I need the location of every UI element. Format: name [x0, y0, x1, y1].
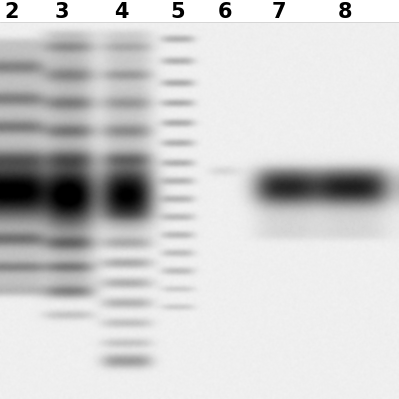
Text: 4: 4	[115, 2, 129, 22]
Bar	[0, 22, 399, 23]
Text: 7: 7	[272, 2, 286, 22]
Text: 2: 2	[5, 2, 19, 22]
Text: 5: 5	[170, 2, 185, 22]
Text: 8: 8	[338, 2, 352, 22]
Text: 6: 6	[218, 2, 233, 22]
Text: 3: 3	[55, 2, 69, 22]
